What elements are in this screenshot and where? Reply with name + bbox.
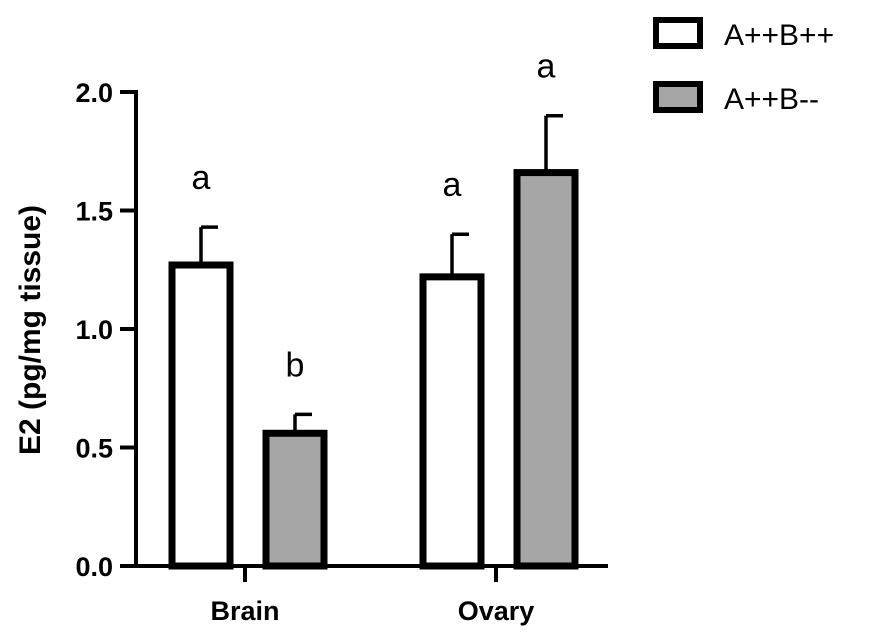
y-ticks: 0.0 0.5 1.0 1.5 2.0 [75, 78, 136, 582]
legend: A++B++ A++B-- [653, 17, 834, 116]
legend-swatch [653, 17, 703, 49]
bar-a-b--ovary [419, 273, 485, 570]
y-tick-label: 0.0 [75, 552, 113, 582]
bar-a-b--brain [262, 429, 328, 570]
legend-label: A++B-- [724, 83, 819, 116]
x-tick-label: Ovary [458, 596, 535, 626]
x-tick-label: Brain [210, 596, 279, 626]
y-tick-label: 0.5 [75, 434, 113, 464]
legend-label: A++B++ [724, 19, 834, 52]
error-bars [199, 113, 563, 434]
significance-label: b [286, 346, 305, 384]
significance-label: a [537, 48, 556, 86]
y-tick-label: 1.5 [75, 197, 113, 227]
x-ticks: Brain Ovary [210, 566, 534, 626]
bars [168, 169, 579, 570]
y-axis-label: E2 (pg/mg tissue) [14, 205, 47, 455]
significance-label: a [443, 166, 462, 204]
bar-a-b--brain [168, 261, 234, 570]
significance-label: a [192, 159, 211, 197]
legend-swatch [653, 81, 703, 113]
bar-a-b--ovary [513, 169, 579, 570]
y-tick-label: 1.0 [75, 315, 113, 345]
y-tick-label: 2.0 [75, 78, 113, 108]
significance-labels: a b a a [192, 48, 556, 385]
